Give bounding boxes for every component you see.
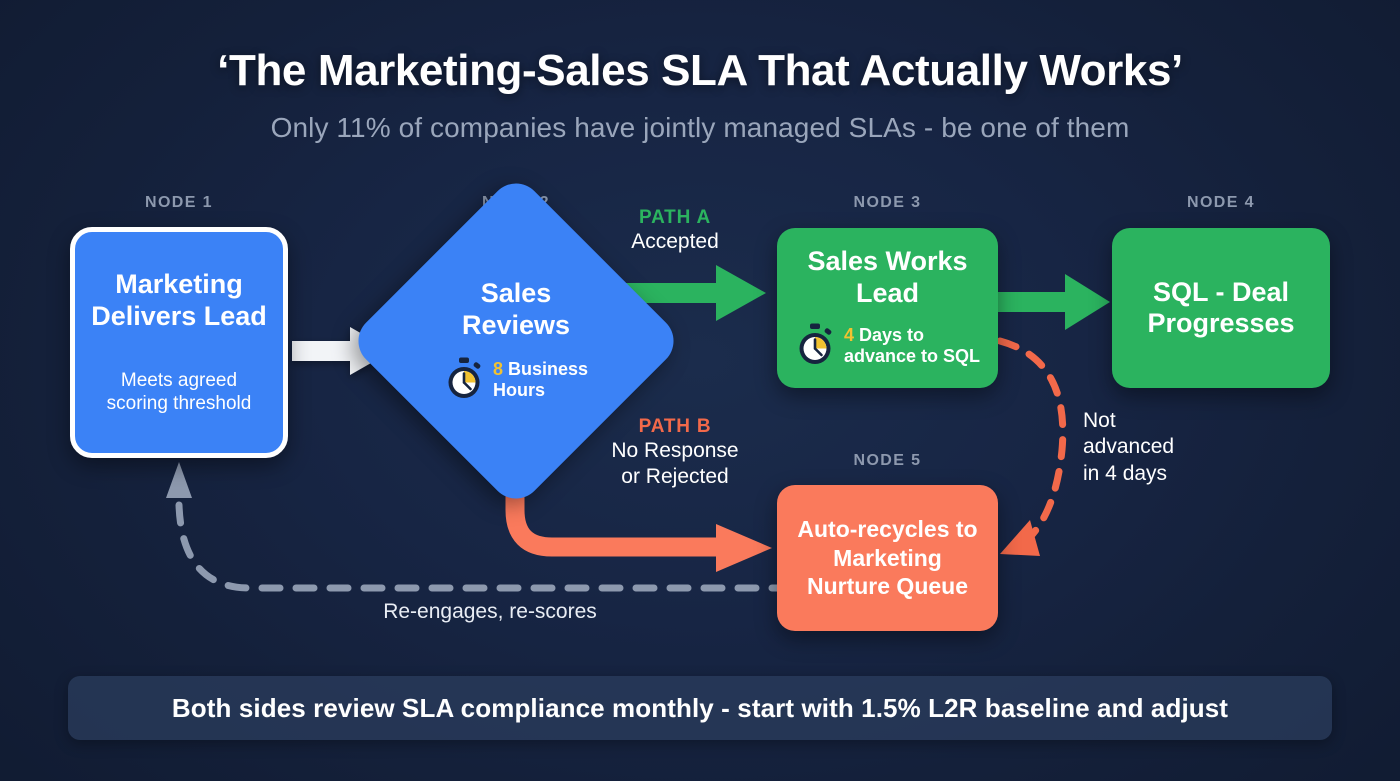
stopwatch-icon (795, 323, 835, 370)
arrow-node3-to-node4 (996, 274, 1110, 330)
node3-timer-text: 4 Days to advance to SQL (844, 325, 980, 367)
node3-timer: 4 Days to advance to SQL (795, 323, 980, 370)
node-caption-5: NODE 5 (853, 452, 922, 469)
path-a-label: PATH A Accepted (575, 207, 775, 255)
node-marketing-delivers-lead[interactable]: Marketing Delivers Lead Meets agreed scori… (70, 227, 288, 458)
path-a-kicker: PATH A (639, 207, 711, 228)
node-caption-1: NODE 1 (145, 194, 213, 211)
path-b-kicker: PATH B (638, 416, 712, 437)
node-caption-3: NODE 3 (853, 194, 922, 211)
node3-title: Sales Works Lead (807, 246, 968, 308)
footer-banner: Both sides review SLA compliance monthly… (68, 676, 1332, 740)
node-sql-deal-progresses[interactable]: SQL - Deal Progresses (1112, 228, 1330, 388)
node3-timer-number: 4 (843, 325, 854, 346)
page-subtitle: Only 11% of companies have jointly manag… (270, 112, 1130, 143)
node5-title: Auto-recycles to Marketing Nurture Queue (797, 515, 978, 600)
recycle-label: Re-engages, re-scores (383, 600, 597, 623)
arrow-timeout-recycle (996, 337, 1067, 556)
node3-timer-unit: Days to advance to SQL (843, 325, 981, 367)
node1-subtitle: Meets agreed scoring threshold (106, 370, 252, 414)
path-b-desc: No Response or Rejected (611, 439, 739, 489)
node1-title: Marketing Delivers Lead (91, 269, 267, 331)
node4-title: SQL - Deal Progresses (1147, 276, 1295, 338)
path-a-desc: Accepted (631, 230, 719, 253)
footer-banner-text: Both sides review SLA compliance monthly… (171, 692, 1229, 723)
path-b-label: PATH B No Response or Rejected (575, 416, 775, 491)
node-auto-recycles-nurture[interactable]: Auto-recycles to Marketing Nurture Queue (777, 485, 998, 631)
timeout-label: Not advanced in 4 days (1083, 409, 1175, 485)
node-caption-4: NODE 4 (1187, 194, 1255, 211)
node-sales-works-lead[interactable]: Sales Works Lead 4 Days to advance to SQL (777, 228, 998, 388)
page-title: ‘The Marketing-Sales SLA That Actually W… (217, 46, 1183, 95)
